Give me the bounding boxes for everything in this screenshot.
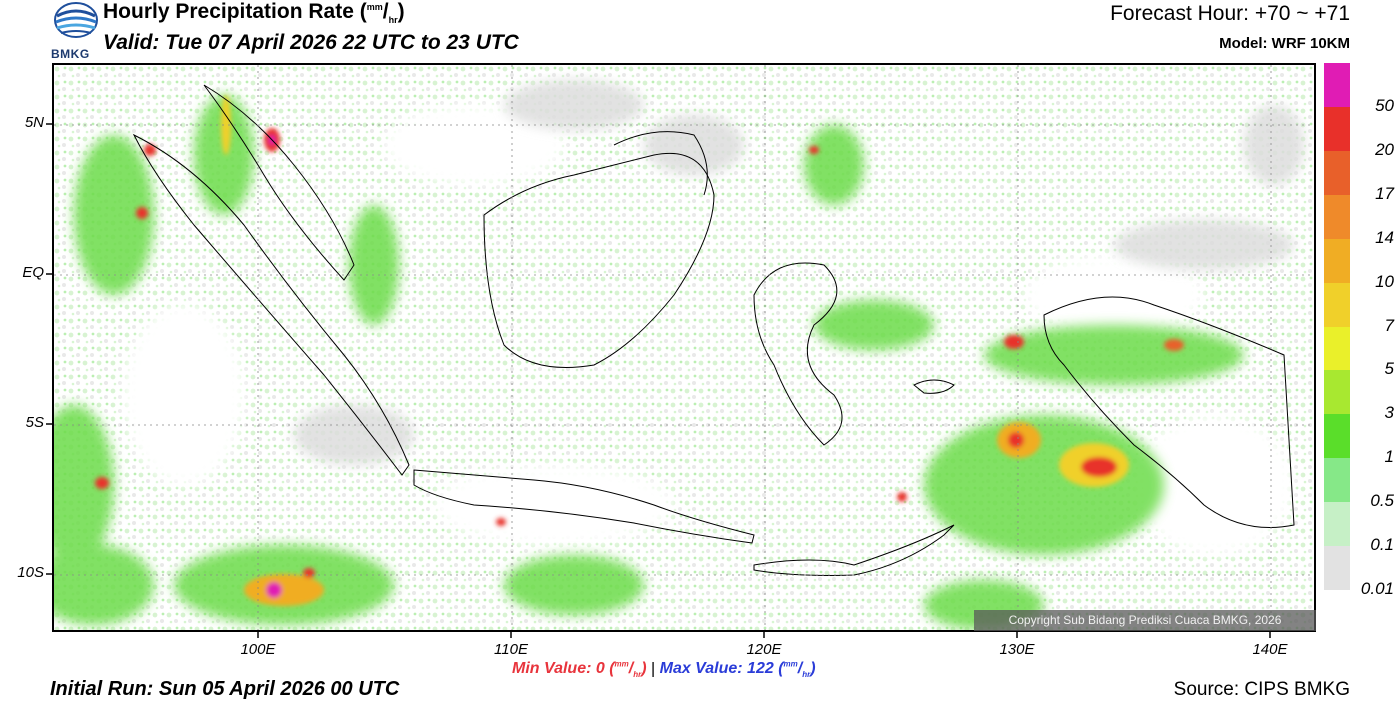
colorbar-segment xyxy=(1324,106,1350,152)
colorbar-segment xyxy=(1324,458,1350,503)
source-credit: Source: CIPS BMKG xyxy=(1173,679,1350,700)
colorbar xyxy=(1324,63,1350,591)
coastlines xyxy=(132,84,1295,576)
lat-label-5n: 5N xyxy=(24,114,44,131)
forecast-hour: Forecast Hour: +70 ~ +71 xyxy=(1110,2,1350,25)
colorbar-segment xyxy=(1324,370,1350,415)
colorbar-segment xyxy=(1324,150,1350,196)
lon-label-130e: 130E xyxy=(999,641,1035,658)
lat-label-eq: EQ xyxy=(22,264,44,281)
valid-time: Valid: Tue 07 April 2026 22 UTC to 23 UT… xyxy=(103,31,519,54)
colorbar-label: 10 xyxy=(1375,271,1394,291)
colorbar-label: 50 xyxy=(1375,95,1394,115)
lat-label-5s: 5S xyxy=(25,414,44,431)
max-value: Max Value: 122 (mm/hr) xyxy=(659,660,816,680)
min-max-values: Min Value: 0 (mm/hr) | Max Value: 122 (m… xyxy=(512,660,816,680)
lon-label-120e: 120E xyxy=(746,641,782,658)
lon-label-100e: 100E xyxy=(240,641,276,658)
model-name: Model: WRF 10KM xyxy=(1219,35,1350,52)
lon-label-110e: 110E xyxy=(494,641,528,658)
colorbar-label: 0.1 xyxy=(1370,535,1394,555)
map-canvas xyxy=(54,65,1314,630)
colorbar-label: 0.5 xyxy=(1370,491,1394,511)
precipitation-map xyxy=(52,63,1316,632)
colorbar-segment xyxy=(1324,546,1350,591)
moderate-rain-bands xyxy=(54,95,1244,630)
heavy-rain-cells xyxy=(95,95,1184,606)
colorbar-label: 3 xyxy=(1384,403,1394,423)
colorbar-segment xyxy=(1324,194,1350,240)
colorbar-segment xyxy=(1324,238,1350,284)
lon-label-140e: 140E xyxy=(1252,641,1288,658)
colorbar-label: 0.01 xyxy=(1360,579,1394,598)
copyright-notice: Copyright Sub Bidang Prediksi Cuaca BMKG… xyxy=(974,610,1316,631)
bmkg-logo xyxy=(54,2,98,38)
colorbar-label: 14 xyxy=(1375,227,1394,247)
axis-ticks xyxy=(46,123,1271,638)
min-value: Min Value: 0 (mm/hr) xyxy=(512,660,647,680)
colorbar-label: 5 xyxy=(1384,359,1394,379)
colorbar-label: 17 xyxy=(1375,183,1394,203)
chart-title: Hourly Precipitation Rate (mm/hr) xyxy=(103,0,405,26)
grid-lines xyxy=(54,65,1314,630)
logo-text: BMKG xyxy=(51,47,90,61)
colorbar-label: 7 xyxy=(1384,315,1394,335)
colorbar-segment xyxy=(1324,414,1350,459)
colorbar-label: 20 xyxy=(1375,139,1394,159)
lat-label-10s: 10S xyxy=(17,564,44,581)
colorbar-segment xyxy=(1324,502,1350,547)
colorbar-label: 1 xyxy=(1384,447,1394,467)
colorbar-segment xyxy=(1324,63,1350,108)
initial-run: Initial Run: Sun 05 April 2026 00 UTC xyxy=(50,678,400,700)
min-max-separator: | xyxy=(651,660,656,678)
colorbar-segment xyxy=(1324,282,1350,327)
colorbar-segment xyxy=(1324,326,1350,371)
grey-patches xyxy=(294,80,1304,465)
